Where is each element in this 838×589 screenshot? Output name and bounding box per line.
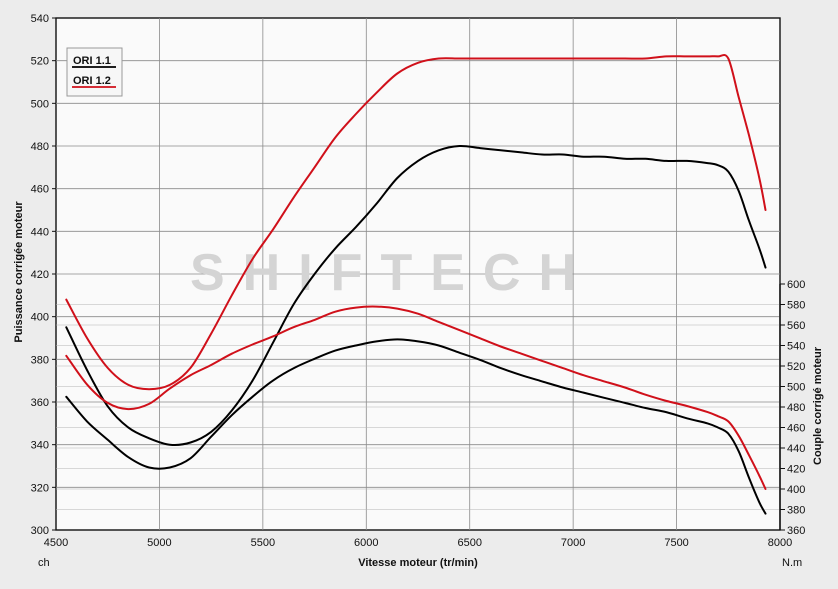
series-line-power-ori-1-1: [65, 144, 767, 446]
y2-tick-label: 580: [787, 300, 805, 312]
y2-tick-label: 480: [787, 402, 805, 414]
grid-lines: [56, 18, 780, 530]
legend-label-ori-1-2: ORI 1.2: [73, 75, 111, 87]
legend: ORI 1.1 ORI 1.2: [66, 47, 123, 97]
y2-unit: N.m: [782, 557, 802, 569]
y-tick-label: 420: [31, 269, 49, 281]
y-tick-label: 300: [31, 525, 49, 537]
y2-tick-label: 560: [787, 320, 805, 332]
x-tick-label: 5000: [147, 537, 171, 549]
y2-tick-label: 420: [787, 464, 805, 476]
y2-tick-label: 360: [787, 525, 805, 537]
x-tick-label: 6000: [354, 537, 378, 549]
legend-label-ori-1-1: ORI 1.1: [73, 55, 111, 67]
series-line-power-ori-1-2: [65, 53, 767, 391]
y2-tick-label: 400: [787, 484, 805, 496]
y2-tick-label: 440: [787, 443, 805, 455]
x-axis-title: Vitesse moteur (tr/min): [358, 557, 478, 569]
y-tick-label: 480: [31, 141, 49, 153]
y2-tick-label: 600: [787, 279, 805, 291]
x-tick-label: 4500: [44, 537, 68, 549]
watermark-text: SHIFTECH: [190, 244, 594, 302]
series-line-torque-ori-1-2: [65, 305, 767, 490]
y-tick-label: 400: [31, 312, 49, 324]
y-tick-label: 340: [31, 440, 49, 452]
y-tick-label: 380: [31, 354, 49, 366]
tick-labels: 4500 5000 5500 6000 6500 7000 7500 8000 300 320 34…: [31, 13, 806, 549]
y-axis-title: Puissance corrigée moteur: [13, 201, 25, 343]
y-tick-label: 460: [31, 184, 49, 196]
y-tick-label: 320: [31, 482, 49, 494]
y-tick-label: 520: [31, 56, 49, 68]
y2-tick-label: 460: [787, 423, 805, 435]
series-line-torque-ori-1-1: [65, 338, 767, 515]
y2-tick-label: 520: [787, 361, 805, 373]
y-tick-label: 360: [31, 397, 49, 409]
x-tick-label: 6500: [457, 537, 481, 549]
y-tick-label: 500: [31, 98, 49, 110]
x-tick-label: 5500: [251, 537, 275, 549]
y2-axis-title: Couple corrigé moteur: [812, 346, 824, 465]
legend-box: [66, 47, 123, 97]
x-tick-label: 7000: [561, 537, 585, 549]
series-group: [65, 53, 767, 515]
y2-tick-label: 540: [787, 341, 805, 353]
y-tick-label: 440: [31, 226, 49, 238]
y-tick-label: 540: [31, 13, 49, 25]
x-tick-label: 8000: [768, 537, 792, 549]
x-tick-label: 7500: [664, 537, 688, 549]
y2-tick-label: 500: [787, 382, 805, 394]
y2-tick-label: 380: [787, 505, 805, 517]
x-unit-left: ch: [38, 557, 50, 569]
